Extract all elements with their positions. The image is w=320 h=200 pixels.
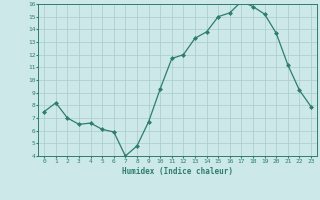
- X-axis label: Humidex (Indice chaleur): Humidex (Indice chaleur): [122, 167, 233, 176]
